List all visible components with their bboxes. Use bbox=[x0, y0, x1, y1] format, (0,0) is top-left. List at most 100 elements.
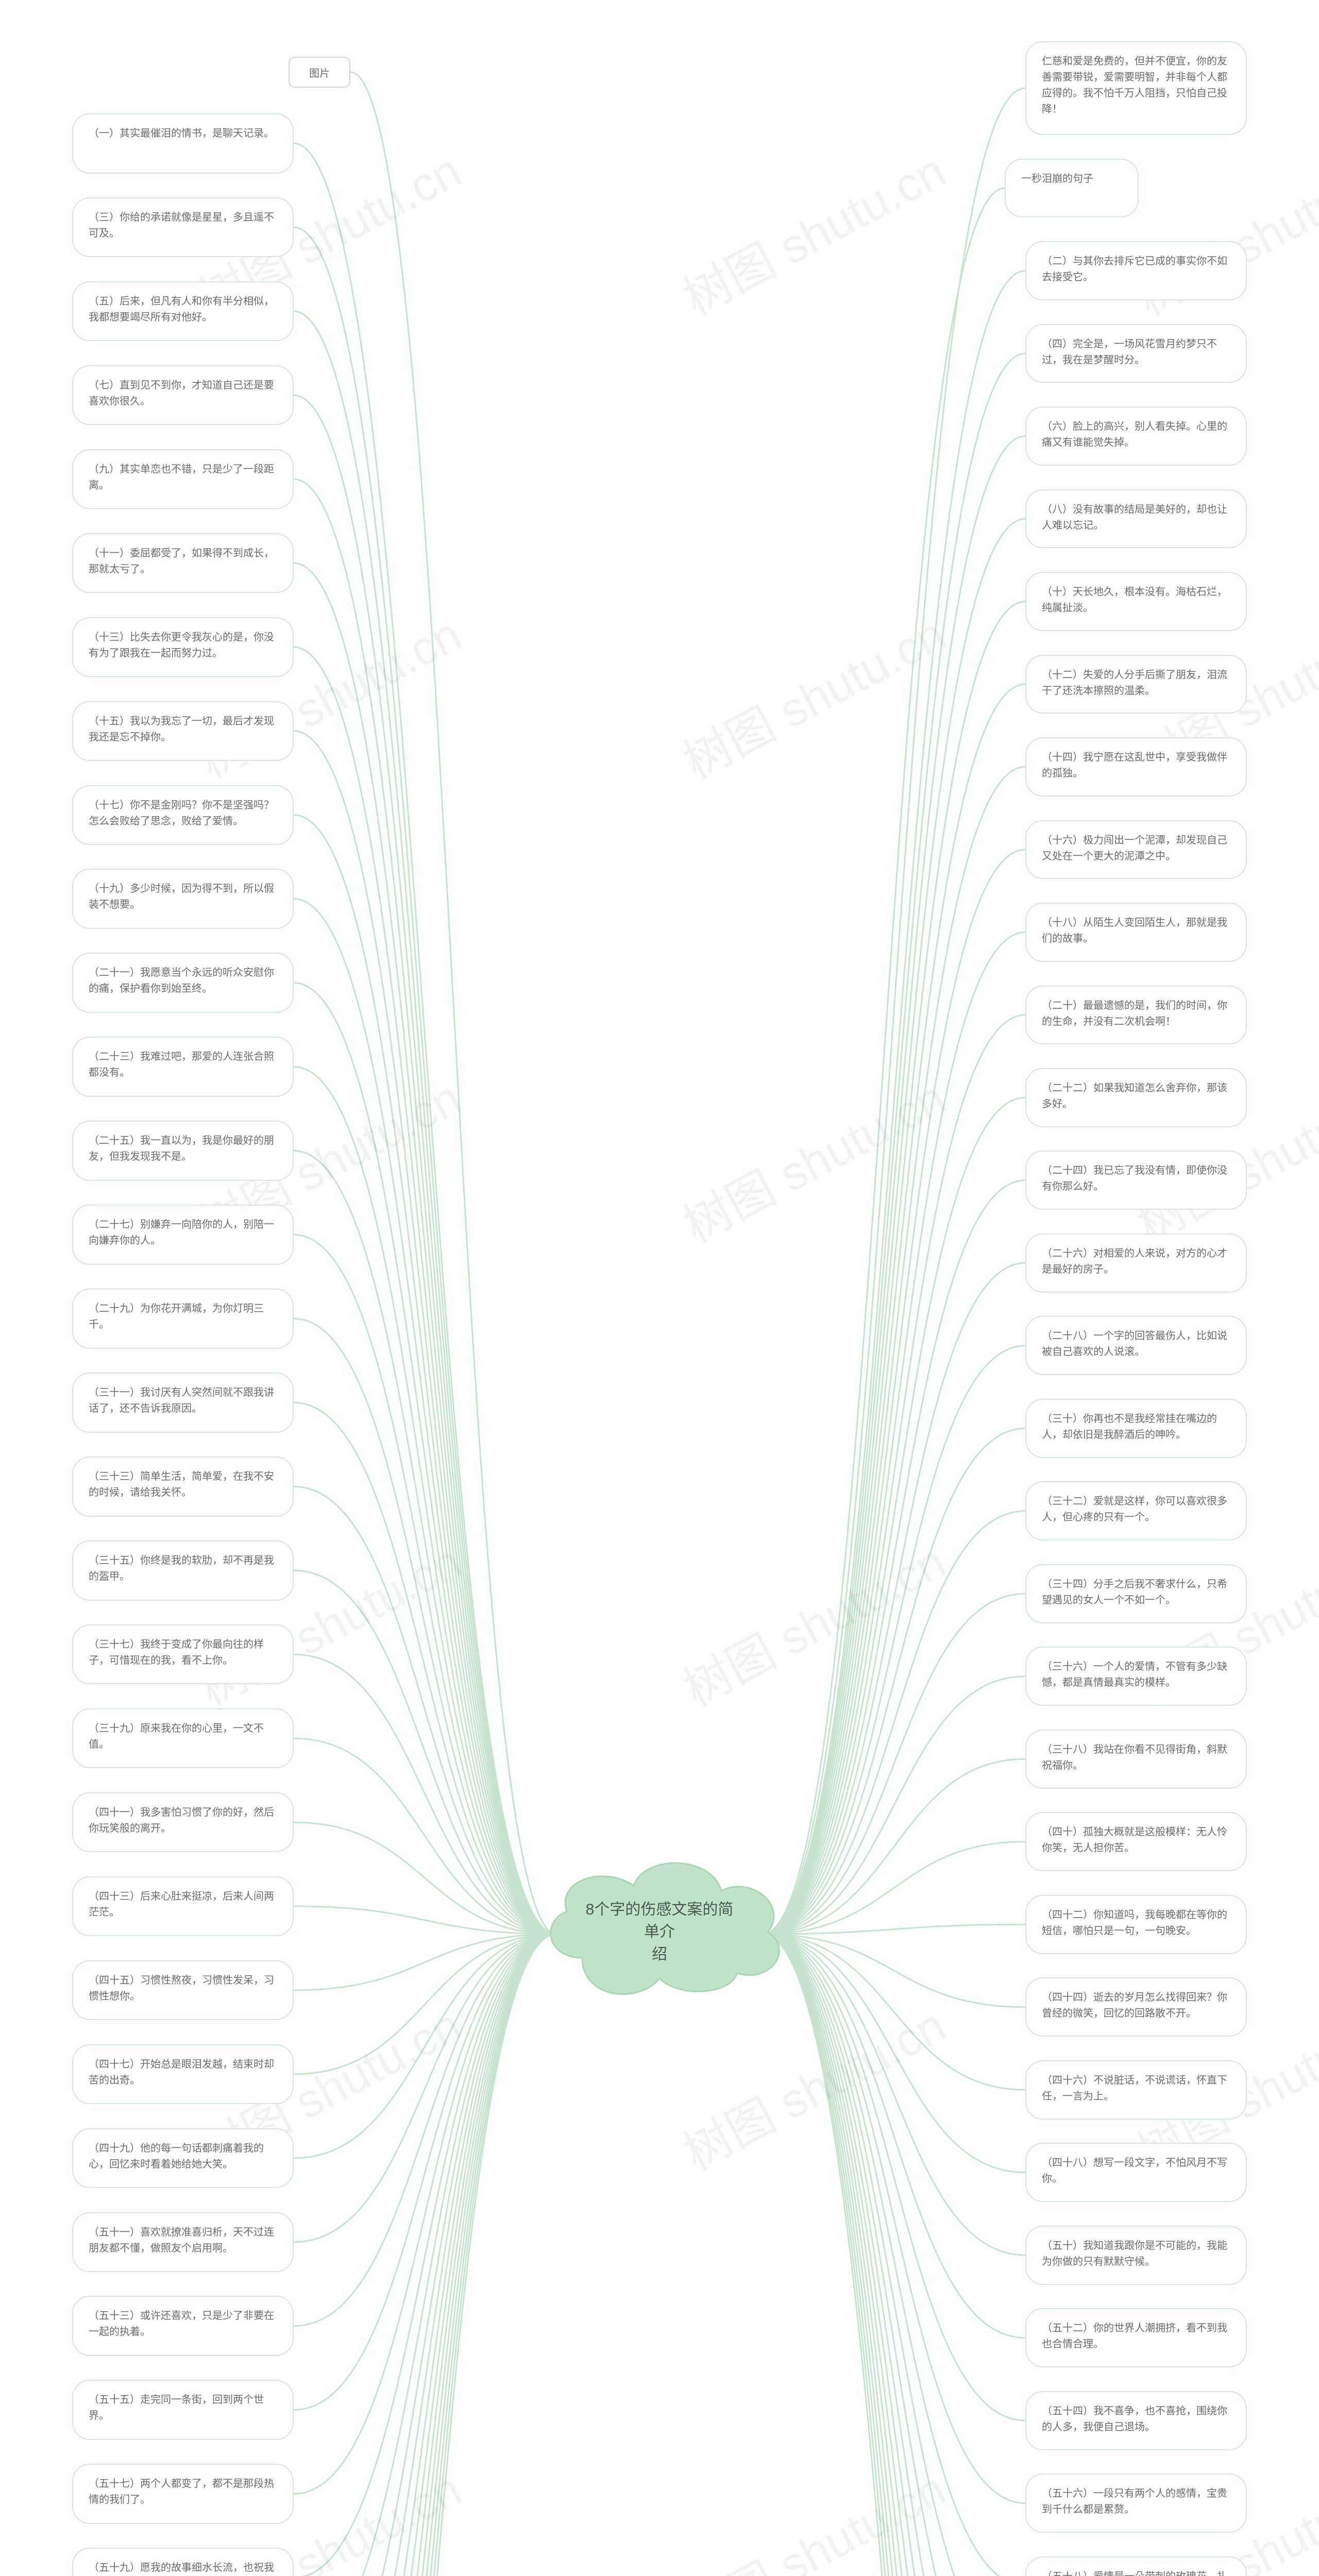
left-node: （二十三）我难过吧，那爱的人连张合照都没有。 bbox=[72, 1037, 294, 1097]
right-node-text: （十四）我宁愿在这乱世中，享受我做伴的孤独。 bbox=[1042, 752, 1227, 779]
right-node: （十）天长地久，根本没有。海枯石烂，纯属扯淡。 bbox=[1025, 572, 1247, 631]
left-node: （九）其实单恋也不错，只是少了一段距离。 bbox=[72, 449, 294, 510]
right-node: （四十六）不说脏话，不说谎话，怀直下任，一言为上。 bbox=[1025, 2060, 1247, 2120]
edge bbox=[294, 1934, 556, 2326]
left-node: （三十三）简单生活，简单爱，在我不安的时候，请给我关怀。 bbox=[72, 1456, 294, 1517]
right-node-text: （五十六）一段只有两个人的感情，宝贵到千什么都是累赘。 bbox=[1042, 2488, 1227, 2515]
left-node: （十一）委屈都受了，如果得不到成长，那就太亏了。 bbox=[72, 533, 294, 594]
edge bbox=[763, 1934, 1025, 2576]
left-node: （二十九）为你花开满城，为你灯明三千。 bbox=[72, 1289, 294, 1349]
edge bbox=[763, 932, 1025, 1934]
right-node: （三十八）我站在你看不见得街角，斜默祝福你。 bbox=[1025, 1730, 1247, 1789]
left-node-text: （十五）我以为我忘了一切，最后才发现我还是忘不掉你。 bbox=[89, 716, 274, 743]
left-node-text: （四十三）后来心肚来挺凉，后来人间两茫茫。 bbox=[89, 1891, 274, 1918]
right-node: （五十六）一段只有两个人的感情，宝贵到千什么都是累赘。 bbox=[1025, 2473, 1247, 2533]
left-node-text: （九）其实单恋也不错，只是少了一段距离。 bbox=[89, 464, 274, 491]
edge bbox=[763, 1511, 1025, 1934]
edge bbox=[294, 563, 556, 1934]
right-node: （十四）我宁愿在这乱世中，享受我做伴的孤独。 bbox=[1025, 737, 1247, 796]
right-node-text: （四十八）想写一段文字，不怕风月不写你。 bbox=[1042, 2157, 1227, 2184]
edge bbox=[294, 143, 556, 1934]
left-node-text: （五）后来，但凡有人和你有半分相似，我都想要竭尽所有对他好。 bbox=[89, 296, 274, 323]
edge bbox=[763, 1842, 1025, 1934]
edge bbox=[294, 1934, 556, 2410]
left-node-text: （二十一）我愿意当个永远的听众安慰你的痛，保护看你到始至终。 bbox=[89, 967, 274, 994]
left-node-text: （三十三）简单生活，简单爱，在我不安的时候，请给我关怀。 bbox=[89, 1471, 274, 1498]
edge bbox=[763, 519, 1025, 1934]
edge bbox=[294, 1934, 556, 2576]
edge bbox=[294, 1934, 556, 2158]
left-node-text: （五十三）或许还喜欢，只是少了非要在一起的执着。 bbox=[89, 2310, 274, 2337]
edge bbox=[763, 1934, 1025, 2576]
edge bbox=[294, 479, 556, 1934]
edge bbox=[763, 1934, 1025, 2576]
edge bbox=[763, 270, 1025, 1934]
edge bbox=[294, 1934, 556, 2576]
right-node-text: （五十四）我不喜争，也不喜抢，围绕你的人多，我便自己退场。 bbox=[1042, 2405, 1227, 2433]
left-node: （三十九）原来我在你的心里，一文不值。 bbox=[72, 1708, 294, 1769]
edge bbox=[763, 1934, 1025, 2576]
image-placeholder-label: 图片 bbox=[309, 65, 330, 80]
edge bbox=[763, 767, 1025, 1934]
edge bbox=[294, 1402, 556, 1934]
left-node-text: （三）你给的承诺就像是星星，多且遥不可及。 bbox=[89, 212, 274, 239]
right-node: （三十六）一个人的爱情，不管有多少缺憾，都是真情最真实的模样。 bbox=[1025, 1647, 1247, 1706]
edge bbox=[294, 1738, 556, 1934]
left-node-text: （十三）比失去你更令我灰心的是，你没有为了跟我在一起而努力过。 bbox=[89, 632, 274, 659]
right-node: 仁慈和爱是免费的，但并不便宜，你的友善需要带锐，爱需要明智，并非每个人都应得的。… bbox=[1025, 41, 1247, 135]
left-node: （四十九）他的每一句话都刺痛着我的心，回忆来时看着她给她大笑。 bbox=[72, 2128, 294, 2189]
right-node: （二十四）我已忘了我没有情，即使你没有你那么好。 bbox=[1025, 1150, 1247, 1210]
edge bbox=[294, 815, 556, 1934]
edge bbox=[763, 1934, 1025, 2576]
left-node: （二十七）别嫌弃一向陪你的人，别陪一向嫌弃你的人。 bbox=[72, 1205, 294, 1265]
right-node: （四十二）你知道吗，我每晚都在等你的短信，哪怕只是一句，一句晚安。 bbox=[1025, 1895, 1247, 1954]
right-node-text: 一秒泪崩的句子 bbox=[1021, 173, 1093, 184]
watermark: 树图 shutu.cn bbox=[670, 2451, 956, 2576]
edge bbox=[350, 72, 556, 1934]
edge bbox=[763, 1180, 1025, 1934]
right-node-text: （五十）我知道我跟你是不可能的，我能为你做的只有默默守候。 bbox=[1042, 2240, 1227, 2267]
left-node: （十五）我以为我忘了一切，最后才发现我还是忘不掉你。 bbox=[72, 701, 294, 761]
right-node: （十六）极力闯出一个泥潭，却发现自己又处在一个更大的泥潭之中。 bbox=[1025, 820, 1247, 879]
edge bbox=[294, 731, 556, 1934]
left-node-text: （五十七）两个人都变了，都不是那段热情的我们了。 bbox=[89, 2478, 274, 2505]
edge bbox=[763, 1428, 1025, 1934]
edge bbox=[294, 1934, 556, 2576]
watermark: 树图 shutu.cn bbox=[670, 1524, 956, 1719]
left-node: （五十七）两个人都变了，都不是那段热情的我们了。 bbox=[72, 2464, 294, 2524]
edge bbox=[763, 1934, 1025, 2576]
edge bbox=[294, 1234, 556, 1934]
edge bbox=[294, 1934, 556, 2074]
right-node-text: （十二）失爱的人分手后撕了朋友，泪流干了还洗本擦照的温柔。 bbox=[1042, 669, 1227, 697]
right-node-text: （四十二）你知道吗，我每晚都在等你的短信，哪怕只是一句，一句晚安。 bbox=[1042, 1909, 1227, 1937]
edge bbox=[763, 1934, 1025, 2007]
right-node-text: （四）完全是，一场风花雪月约梦只不过，我在是梦醒时分。 bbox=[1042, 338, 1217, 366]
left-node: （十九）多少时候，因为得不到，所以假装不想要。 bbox=[72, 869, 294, 929]
image-placeholder-node: 图片 bbox=[289, 57, 350, 88]
right-node-text: （八）没有故事的结局是美好的，却也让人难以忘记。 bbox=[1042, 504, 1227, 531]
watermark: 树图 shutu.cn bbox=[670, 1988, 956, 2183]
edge bbox=[294, 1486, 556, 1934]
right-node: （二十六）对相爱的人来说，对方的心才是最好的房子。 bbox=[1025, 1233, 1247, 1293]
left-node: （一）其实最催泪的情书，是聊天记录。 bbox=[72, 113, 294, 174]
edge bbox=[294, 311, 556, 1934]
edge bbox=[763, 1015, 1025, 1934]
right-node-text: （二十二）如果我知道怎么舍弃你，那该多好。 bbox=[1042, 1082, 1227, 1110]
edge bbox=[763, 188, 1005, 1934]
watermark: 树图 shutu.cn bbox=[670, 597, 956, 792]
right-node-text: （六）脸上的高兴，别人看失掉。心里的痛又有谁能觉失掉。 bbox=[1042, 421, 1227, 448]
edge bbox=[763, 1934, 1025, 2255]
right-node-text: （十）天长地久，根本没有。海枯石烂，纯属扯淡。 bbox=[1042, 586, 1227, 614]
right-node-text: （三十四）分手之后我不奢求什么，只希望遇见的女人一个不如一个。 bbox=[1042, 1579, 1227, 1606]
right-node-text: （二）与其你去排斥它已成的事实你不如去接受它。 bbox=[1042, 256, 1227, 283]
right-node-text: 仁慈和爱是免费的，但并不便宜，你的友善需要带锐，爱需要明智，并非每个人都应得的。… bbox=[1042, 56, 1227, 115]
right-node: （八）没有故事的结局是美好的，却也让人难以忘记。 bbox=[1025, 489, 1247, 549]
edge bbox=[294, 1934, 556, 2494]
left-node-text: （二十七）别嫌弃一向陪你的人，别陪一向嫌弃你的人。 bbox=[89, 1219, 274, 1246]
left-node: （五十九）愿我的故事细水长流，也祝我的孤独择日而止。 bbox=[72, 2548, 294, 2576]
watermark: 树图 shutu.cn bbox=[670, 133, 956, 328]
edge bbox=[763, 1934, 1025, 2173]
edge bbox=[294, 1934, 556, 2576]
left-node: （七）直到见不到你，才知道自己还是要喜欢你很久。 bbox=[72, 365, 294, 426]
left-node-text: （四十五）习惯性熬夜，习惯性发呆，习惯性想你。 bbox=[89, 1975, 274, 2002]
